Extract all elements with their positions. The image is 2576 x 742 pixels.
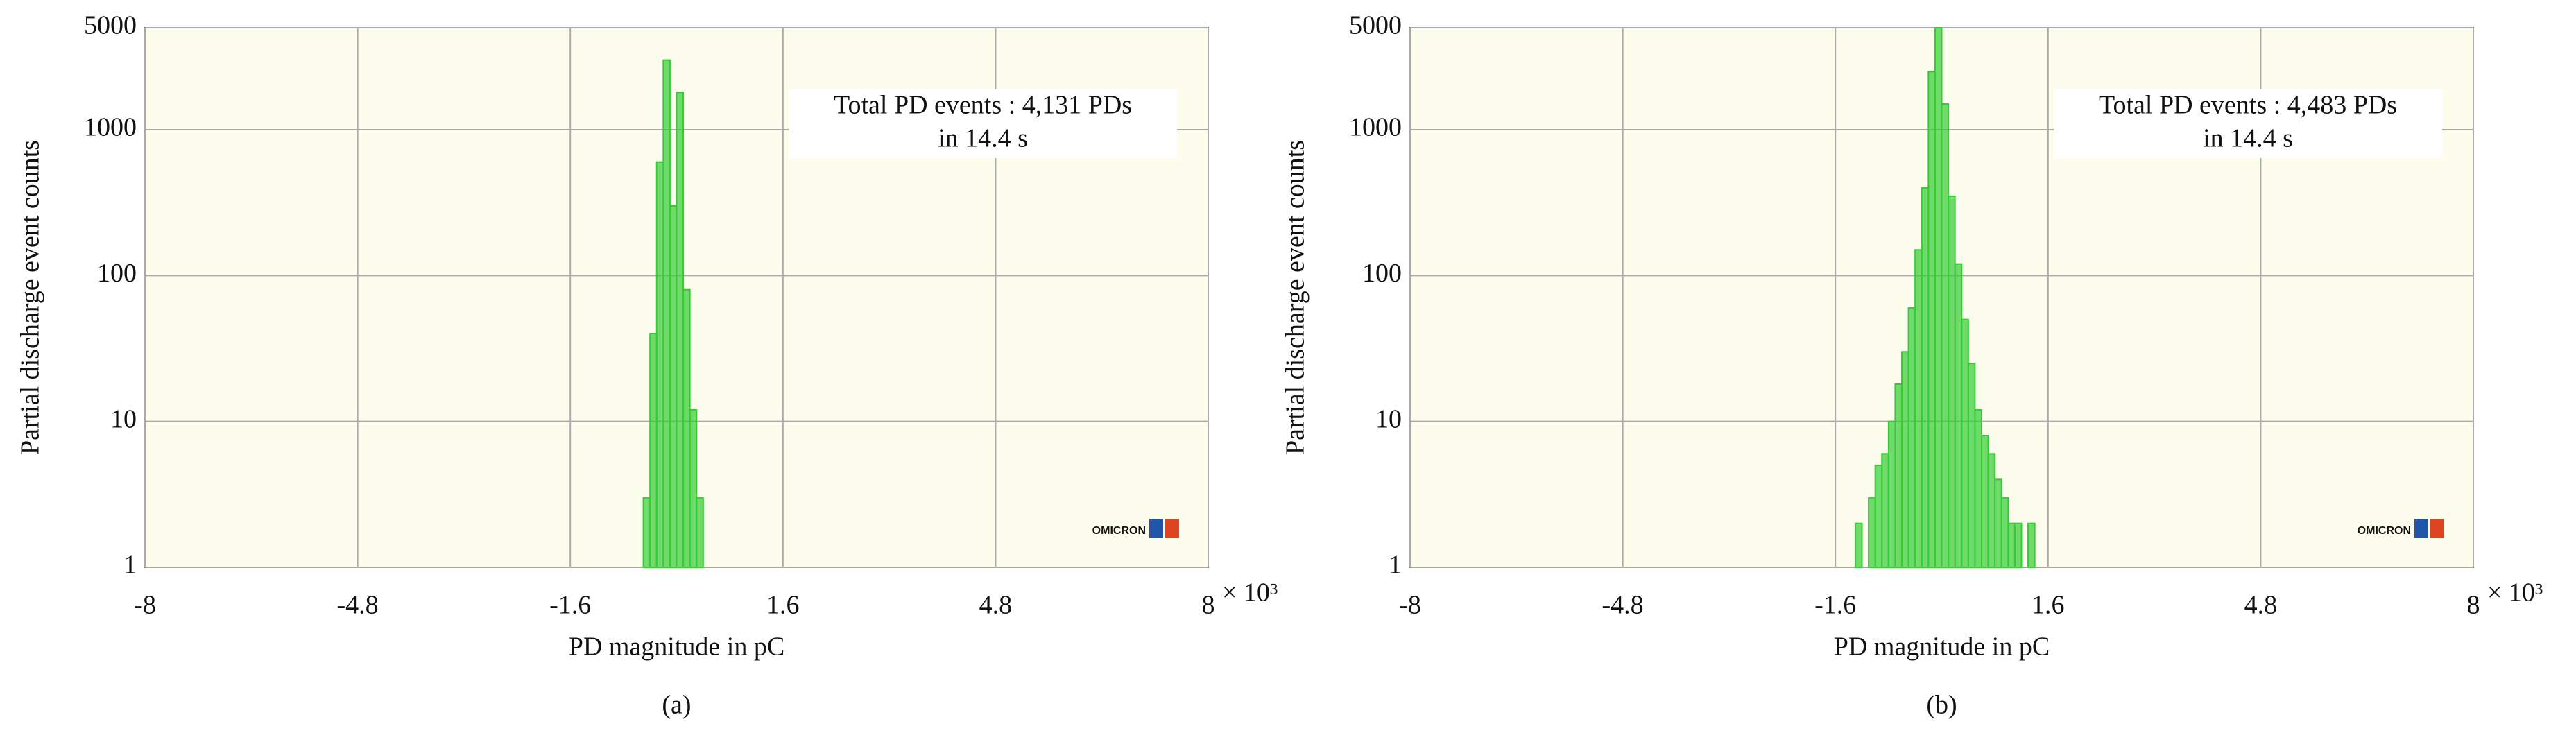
bar xyxy=(676,92,685,568)
x-tick-label: 4.8 xyxy=(979,591,1013,620)
x-axis-label: PD magnitude in pC xyxy=(1834,632,2050,662)
bar xyxy=(1954,263,1963,568)
x-tick-label: 8 xyxy=(2467,591,2480,620)
logo-mark xyxy=(1149,519,1163,538)
x-tick-label: -8 xyxy=(134,591,156,620)
x-multiplier: × 10³ xyxy=(2487,578,2543,607)
bar xyxy=(2027,522,2036,568)
bar xyxy=(1961,318,1969,568)
annotation: Total PD events : 4,131 PDs xyxy=(834,91,1132,120)
bar xyxy=(2013,522,2023,568)
bar xyxy=(1921,187,1930,568)
annotation: in 14.4 s xyxy=(2203,124,2293,153)
bar xyxy=(1854,522,1863,568)
bar xyxy=(1934,27,1943,568)
y-tick-label: 1 xyxy=(123,551,137,580)
y-axis-label: Partial discharge event counts xyxy=(16,140,45,455)
x-multiplier: × 10³ xyxy=(1222,578,1278,607)
y-tick-label: 5000 xyxy=(1349,11,1402,40)
bar xyxy=(1948,195,1956,568)
x-tick-label: -1.6 xyxy=(549,591,591,620)
x-tick-label: 4.8 xyxy=(2244,591,2278,620)
bar xyxy=(649,333,658,568)
bar xyxy=(1927,71,1936,568)
bar xyxy=(1967,362,1976,568)
x-axis-label: PD magnitude in pC xyxy=(569,632,784,662)
x-tick-label: -4.8 xyxy=(1602,591,1644,620)
bar xyxy=(1987,453,1996,568)
logo-mark xyxy=(2414,519,2428,538)
bar xyxy=(1868,497,1876,568)
bar xyxy=(1980,435,1989,568)
bar xyxy=(1894,383,1903,569)
x-tick-label: -4.8 xyxy=(337,591,379,620)
bar xyxy=(642,497,651,568)
annotation: Total PD events : 4,483 PDs xyxy=(2099,91,2397,120)
y-tick-label: 100 xyxy=(1362,259,1402,288)
annotation-box xyxy=(789,89,1177,158)
annotation-box xyxy=(2054,89,2442,158)
bar xyxy=(689,409,698,569)
y-tick-label: 5000 xyxy=(84,11,137,40)
bar xyxy=(1887,420,1896,569)
bar xyxy=(1914,249,1923,568)
logo-mark xyxy=(2430,519,2444,538)
bar xyxy=(2007,522,2016,568)
logo: OMICRON xyxy=(1092,525,1146,537)
annotation: in 14.4 s xyxy=(938,124,1028,153)
bar xyxy=(1974,409,1982,569)
bar xyxy=(669,205,678,569)
bar xyxy=(2000,497,2009,568)
bar xyxy=(696,497,704,568)
y-tick-label: 1000 xyxy=(1349,113,1402,142)
x-tick-label: 1.6 xyxy=(766,591,800,620)
bar xyxy=(1907,307,1916,568)
x-tick-label: -1.6 xyxy=(1814,591,1856,620)
caption: (a) xyxy=(662,691,691,720)
x-tick-label: 8 xyxy=(1202,591,1215,620)
y-tick-label: 10 xyxy=(110,404,137,433)
bar xyxy=(1941,103,1950,569)
bar xyxy=(1901,351,1909,568)
x-tick-label: -8 xyxy=(1399,591,1421,620)
y-tick-label: 10 xyxy=(1375,404,1402,433)
bar xyxy=(682,288,691,568)
bar xyxy=(655,161,664,568)
caption: (b) xyxy=(1926,691,1957,720)
logo: OMICRON xyxy=(2358,525,2411,537)
y-tick-label: 100 xyxy=(97,259,137,288)
bar xyxy=(662,59,671,568)
y-tick-label: 1000 xyxy=(84,113,137,142)
bar xyxy=(1881,453,1889,568)
y-tick-label: 1 xyxy=(1389,551,1402,580)
bar xyxy=(1874,464,1883,568)
bar xyxy=(1994,478,2002,569)
x-tick-label: 1.6 xyxy=(2032,591,2065,620)
y-axis-label: Partial discharge event counts xyxy=(1281,140,1310,455)
logo-mark xyxy=(1165,519,1179,538)
